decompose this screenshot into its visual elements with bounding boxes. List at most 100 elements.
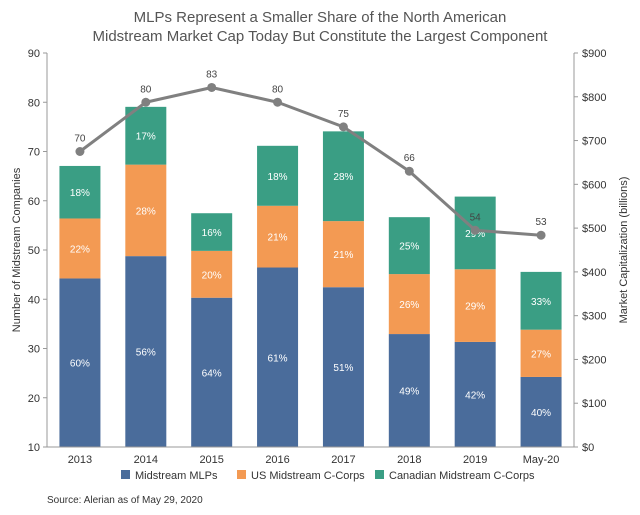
bar-segment: [59, 165, 101, 219]
chart-title-line-1: MLPs Represent a Smaller Share of the No…: [134, 9, 507, 26]
company-count-point: [404, 166, 414, 176]
left-tick-label: 10: [28, 442, 40, 454]
bar-segment-label: 28%: [136, 206, 156, 217]
x-tick-label: 2014: [134, 454, 158, 466]
bar-segment: [125, 256, 167, 447]
bar-segment-label: 51%: [333, 363, 353, 374]
company-count-point: [536, 230, 546, 240]
bar-segment-label: 40%: [531, 408, 551, 419]
bar-segment-label: 25%: [399, 242, 419, 253]
legend-swatch: [375, 470, 384, 479]
bar-segment-label: 16%: [202, 228, 222, 239]
bar-segment: [191, 250, 233, 298]
bar-segment-label: 18%: [268, 172, 288, 183]
legend-label: US Midstream C-Corps: [251, 470, 365, 482]
left-axis-title: Number of Midstream Companies: [11, 167, 23, 332]
bar-segment-label: 26%: [399, 300, 419, 311]
bar-segment: [454, 341, 496, 447]
bar-segment-label: 49%: [399, 387, 419, 398]
axes-group: 10 20 30 40 50 60 70 80 90 $0 $100 $200 $300 $400 $500…: [11, 48, 630, 466]
bar-segment: [388, 274, 430, 335]
bar-segment: [322, 221, 364, 288]
legend: Midstream MLPs US Midstream C-Corps Canadi…: [121, 470, 535, 482]
chart-title-line-2: Midstream Market Cap Today But Constitut…: [93, 28, 549, 45]
right-tick-label: $800: [582, 92, 606, 104]
bar-segment: [257, 205, 299, 268]
bar-segment: [257, 267, 299, 447]
bar-segment: [322, 287, 364, 447]
company-count-point: [338, 122, 348, 132]
bar-segment-label: 42%: [465, 390, 485, 401]
company-count-point: [273, 97, 283, 107]
bar-segment: [59, 278, 101, 447]
bar-segment: [257, 145, 299, 206]
legend-swatch: [237, 470, 246, 479]
legend-label: Midstream MLPs: [135, 470, 218, 482]
bar-segment: [520, 271, 562, 330]
bar-segment-label: 18%: [70, 188, 90, 199]
company-count-label: 54: [470, 212, 482, 223]
right-tick-label: $700: [582, 136, 606, 148]
right-tick-label: $100: [582, 398, 606, 410]
bar-segment: [454, 269, 496, 342]
bar-segment-label: 17%: [136, 132, 156, 143]
bar-segment: [59, 218, 101, 279]
bar-segment-label: 22%: [70, 244, 90, 255]
company-count-line-group: 70 80 83 80 75 66 54 53: [74, 69, 548, 240]
left-tick-label: 80: [28, 97, 40, 109]
bar-segment: [520, 329, 562, 377]
segment-labels-group: 60% 22% 18% 56% 28% 17% 64% 20% 16% 61% 21% 18% 51% 2…: [70, 132, 551, 419]
legend-label: Canadian Midstream C-Corps: [389, 470, 535, 482]
company-count-label: 83: [206, 69, 218, 80]
bar-segment: [125, 164, 167, 257]
bar-segment-label: 33%: [531, 297, 551, 308]
right-tick-label: $500: [582, 223, 606, 235]
bar-segment: [322, 131, 364, 222]
bar-segment-label: 56%: [136, 348, 156, 359]
bar-segment: [125, 106, 167, 165]
bar-segment: [388, 217, 430, 275]
left-tick-label: 20: [28, 393, 40, 405]
bar-segment-label: 21%: [268, 233, 288, 244]
x-tick-label: 2019: [463, 454, 487, 466]
right-tick-label: $600: [582, 179, 606, 191]
company-count-point: [470, 225, 480, 235]
right-tick-label: $0: [582, 442, 594, 454]
company-count-label: 53: [536, 217, 548, 228]
x-tick-label: May-20: [523, 454, 560, 466]
company-count-label: 75: [338, 109, 350, 120]
x-tick-label: 2013: [68, 454, 92, 466]
bar-segment-label: 20%: [202, 270, 222, 281]
right-axis-title: Market Capitalization (billions): [618, 177, 630, 324]
bar-segment: [520, 376, 562, 447]
left-tick-label: 50: [28, 245, 40, 257]
left-tick-label: 90: [28, 48, 40, 60]
right-tick-label: $300: [582, 311, 606, 323]
bar-segment: [191, 297, 233, 447]
left-tick-label: 40: [28, 294, 40, 306]
left-tick-label: 70: [28, 147, 40, 159]
company-count-point: [75, 147, 85, 156]
legend-swatch: [121, 470, 130, 479]
right-tick-label: $200: [582, 354, 606, 366]
x-tick-label: 2017: [331, 454, 355, 466]
company-count-label: 80: [140, 84, 152, 95]
company-count-label: 66: [404, 153, 416, 164]
company-count-label: 70: [74, 134, 86, 145]
left-tick-label: 60: [28, 196, 40, 208]
bar-segment-label: 64%: [202, 368, 222, 379]
bar-segment-label: 61%: [268, 353, 288, 364]
company-count-point: [141, 97, 151, 107]
source-note: Source: Alerian as of May 29, 2020: [47, 495, 203, 506]
right-tick-label: $900: [582, 48, 606, 60]
x-tick-label: 2015: [199, 454, 223, 466]
x-tick-label: 2016: [265, 454, 289, 466]
bar-segment-label: 29%: [465, 302, 485, 313]
company-count-label: 80: [272, 84, 284, 95]
bar-segment-label: 60%: [70, 359, 90, 370]
bar-segment-label: 28%: [333, 172, 353, 183]
bar-segment-label: 27%: [531, 349, 551, 360]
bar-segment-label: 21%: [333, 250, 353, 261]
